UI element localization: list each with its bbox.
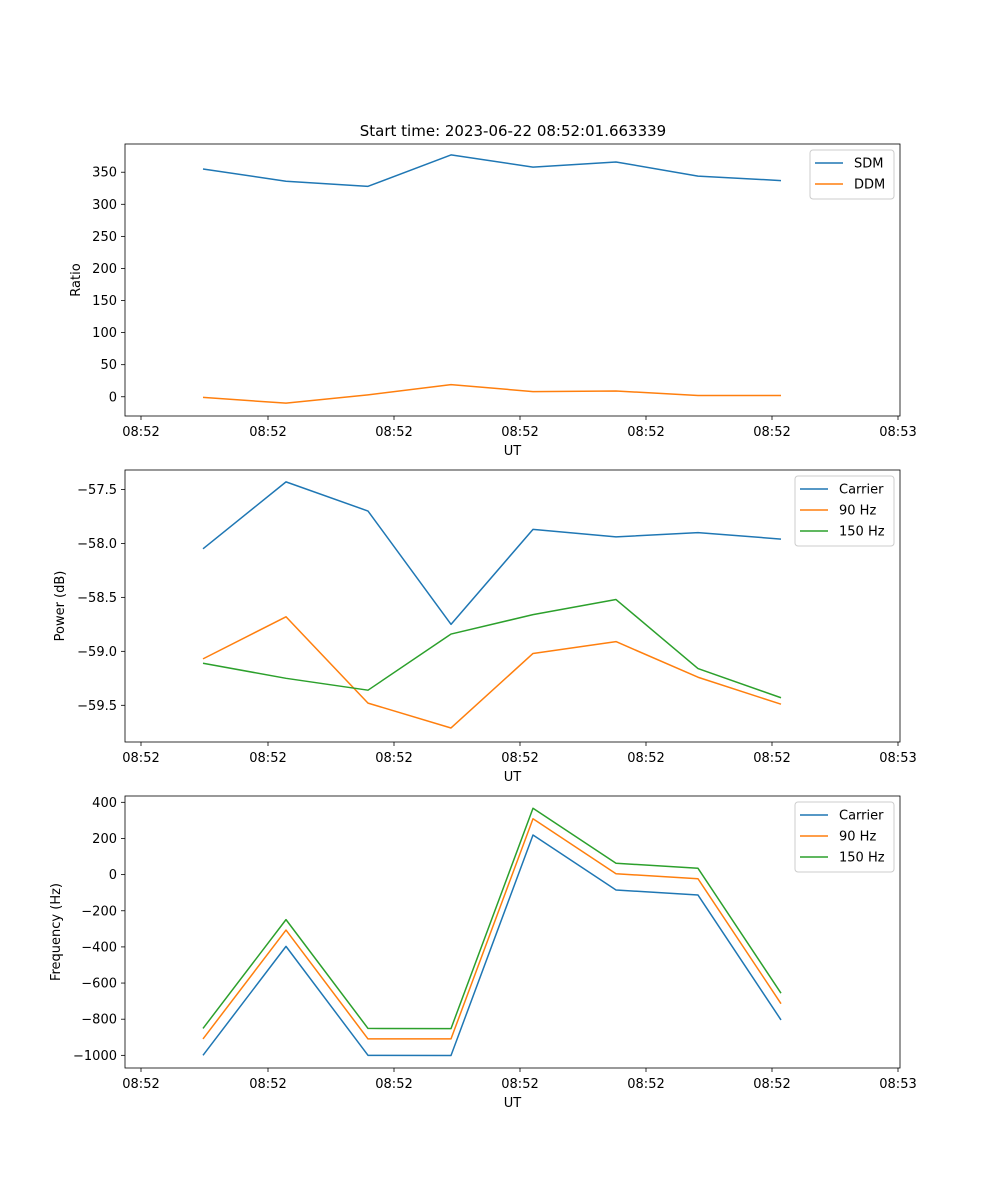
- y-tick-label: 300: [92, 198, 117, 213]
- panel-power: 08:52 08:52 08:52 08:52 08:52 08:52 08:53 −59.5…: [53, 469, 917, 785]
- series-line-150-hz: [202, 807, 782, 1030]
- y-tick-label: −400: [81, 940, 117, 955]
- figure-title: Start time: 2023-06-22 08:52:01.663339: [360, 122, 666, 140]
- y-tick-label: 250: [92, 230, 117, 245]
- series-line-sdm: [202, 154, 782, 188]
- legend-box: [794, 475, 895, 547]
- x-tick-label: 08:52: [249, 751, 286, 766]
- series-line-ddm: [202, 383, 781, 404]
- axes-frame: [124, 469, 901, 743]
- x-tick-label: 08:52: [249, 1077, 286, 1092]
- x-tick-label: 08:52: [122, 1077, 159, 1092]
- y-tick-label: 0: [109, 390, 117, 405]
- series-line-carrier: [202, 481, 782, 626]
- series-line-150-hz: [202, 598, 782, 699]
- x-tick-label: 08:52: [501, 425, 538, 440]
- legend-label: 150 Hz: [839, 851, 885, 866]
- x-tick-label: 08:52: [753, 425, 790, 440]
- y-tick-label: −200: [81, 904, 117, 919]
- series-line-carrier: [202, 834, 782, 1057]
- legend-label: Carrier: [839, 483, 884, 498]
- y-tick-label: −600: [81, 977, 117, 992]
- x-tick-label: 08:52: [249, 425, 286, 440]
- x-tick-label: 08:52: [627, 751, 664, 766]
- series-line-90-hz: [202, 616, 782, 729]
- x-tick-label: 08:52: [501, 1077, 538, 1092]
- x-tick-label: 08:52: [753, 1077, 790, 1092]
- x-axis-label: UT: [504, 1096, 522, 1111]
- x-tick-label: 08:52: [627, 1077, 664, 1092]
- legend-label: 90 Hz: [839, 830, 876, 845]
- y-axis-label: Ratio: [69, 263, 84, 296]
- legend: SDM DDM: [809, 149, 895, 200]
- x-tick-label: 08:52: [753, 751, 790, 766]
- x-tick-label: 08:52: [122, 425, 159, 440]
- x-tick-label: 08:52: [501, 751, 538, 766]
- axes-frame: [124, 795, 901, 1069]
- legend-box: [794, 801, 895, 873]
- legend-label: SDM: [854, 157, 883, 172]
- y-tick-label: −57.5: [77, 483, 117, 498]
- y-tick-label: −58.0: [77, 537, 117, 552]
- legend: Carrier 90 Hz 150 Hz: [794, 475, 895, 547]
- x-tick-label: 08:53: [879, 751, 916, 766]
- series-line-90-hz: [202, 818, 782, 1040]
- y-tick-label: 100: [92, 326, 117, 341]
- y-tick-label: 150: [92, 294, 117, 309]
- axes-frame: [124, 143, 901, 417]
- y-tick-label: −59.5: [77, 699, 117, 714]
- x-tick-label: 08:53: [879, 1077, 916, 1092]
- x-axis-label: UT: [504, 444, 522, 459]
- y-tick-label: −59.0: [77, 645, 117, 660]
- y-tick-label: 200: [92, 832, 117, 847]
- panel-frequency: 08:52 08:52 08:52 08:52 08:52 08:52 08:53 −1000…: [49, 795, 917, 1111]
- y-tick-label: −1000: [73, 1049, 117, 1064]
- y-tick-label: 400: [92, 796, 117, 811]
- legend-label: Carrier: [839, 809, 884, 824]
- x-tick-label: 08:52: [375, 751, 412, 766]
- x-axis-label: UT: [504, 770, 522, 785]
- y-axis-label: Power (dB): [53, 571, 68, 642]
- y-tick-label: 200: [92, 262, 117, 277]
- legend: Carrier 90 Hz 150 Hz: [794, 801, 895, 873]
- y-tick-label: 50: [100, 358, 117, 373]
- x-tick-label: 08:53: [879, 425, 916, 440]
- x-tick-label: 08:52: [375, 1077, 412, 1092]
- legend-label: DDM: [854, 178, 885, 193]
- y-tick-label: 0: [109, 868, 117, 883]
- x-tick-label: 08:52: [627, 425, 664, 440]
- legend-label: 150 Hz: [839, 525, 885, 540]
- y-tick-label: 350: [92, 166, 117, 181]
- panel-ratio: 08:52 08:52 08:52 08:52 08:52 08:52 08:53 0 50 10…: [69, 143, 917, 459]
- y-axis-label: Frequency (Hz): [49, 883, 64, 981]
- x-tick-label: 08:52: [375, 425, 412, 440]
- y-tick-label: −800: [81, 1013, 117, 1028]
- x-tick-label: 08:52: [122, 751, 159, 766]
- y-tick-label: −58.5: [77, 591, 117, 606]
- legend-label: 90 Hz: [839, 504, 876, 519]
